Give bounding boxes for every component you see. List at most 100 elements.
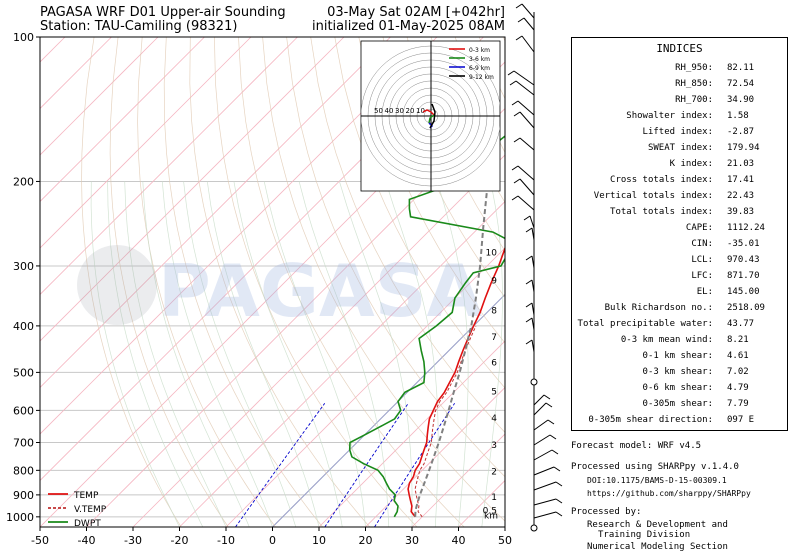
wind-barb [533,402,547,416]
hodograph-trace [428,114,435,124]
isotherm-line [40,37,252,249]
wind-barb-flag [511,100,519,106]
wind-barb [533,449,553,461]
y-tick-label: 800 [13,464,34,477]
moist-adiabat [183,181,297,527]
index-value: 43.77 [727,319,755,329]
isotherm-line [40,37,345,342]
index-label: 0-305m shear direction: [588,415,713,425]
wind-barb-flag [547,419,555,425]
x-tick-label: 10 [312,534,326,547]
wind-barb-flag [525,317,533,323]
wind-barb [517,195,535,211]
moist-adiabat [124,181,227,527]
virtual-temperature-line [414,325,477,518]
index-label: RH_700: [675,95,713,105]
calm-wind-marker [530,378,538,386]
index-row: CIN: -35.01 [572,239,787,255]
index-label: Lifted index: [642,127,713,137]
moist-adiabat [233,181,343,527]
index-row: RH_850: 72.54 [572,79,787,95]
isotherm-line [40,37,159,156]
index-value: 22.43 [727,191,755,201]
processed-using: Processed using SHARPpy v.1.4.0 [571,462,739,472]
wind-barb [531,302,535,316]
wind-barb [533,481,557,491]
wind-barb [533,511,557,519]
moist-adiabat [481,181,503,527]
moist-adiabat [436,181,469,527]
indices-panel: INDICES RH_950: 82.11 RH_850: 72.54 RH_700: 3… [571,37,788,431]
legend-label: DWPT [74,519,101,529]
index-row: LFC: 871.70 [572,271,787,287]
division-line1: Research & Development and [587,520,728,530]
hodograph-ring-label: 50 [374,107,383,115]
height-km-label: 4 [491,414,497,424]
valid-time: 03-May Sat 02AM [+042hr] [327,5,505,20]
index-label: Cross totals index: [610,175,713,185]
dry-adiabat [109,37,229,527]
index-row: LCL: 970.43 [572,255,787,271]
index-row: 0-6 km shear: 4.79 [572,383,787,399]
km-unit-label: km [484,512,498,522]
wind-barb [533,419,549,431]
calm-wind-marker [530,524,538,532]
dry-adiabat [334,37,505,389]
index-label: LCL: [691,255,713,265]
wind-barb-flag [555,511,563,517]
height-km-label: 1 [491,493,497,503]
index-value: 1.58 [727,111,749,121]
index-row: CAPE: 1112.24 [572,223,787,239]
isotherm-line [179,200,505,527]
wind-barb [533,434,551,446]
dry-adiabat [310,37,505,433]
x-tick-label: 0 [269,534,276,547]
y-tick-label: 300 [13,260,34,273]
index-label: RH_950: [675,63,713,73]
y-tick-label: 100 [13,31,34,44]
index-label: 0-3 km mean wind: [620,335,713,345]
index-row: 0-305m shear: 7.79 [572,399,787,415]
index-row: RH_700: 34.90 [572,95,787,111]
index-value: 871.70 [727,271,760,281]
github-link: https://github.com/sharppy/SHARPpy [587,489,751,498]
isotherm-line [318,340,505,527]
x-tick-label: 30 [405,534,419,547]
isotherm-line [40,37,205,203]
height-km-label: 7 [491,333,497,343]
index-value: 4.61 [727,351,749,361]
dry-adiabat [163,37,323,527]
index-row: SWEAT index: 179.94 [572,143,787,159]
temperature-line [407,246,505,518]
index-value: 1112.24 [727,223,765,233]
index-label: K index: [669,159,713,169]
mixing-ratio-line [324,403,409,527]
wind-barb [519,178,535,196]
height-km-label: 0.5 [483,506,497,516]
wind-barb [515,80,535,96]
wind-barb [521,3,535,19]
wind-barb [517,100,535,116]
wind-barb-flag [549,434,557,440]
isotherm-line [40,37,391,389]
isotherm-line [40,37,298,296]
wind-barb-flag [543,394,551,400]
wind-barb [519,111,535,129]
wind-barb-flag [525,255,533,261]
dry-adiabat [358,37,505,344]
hodograph-legend-label: 3-6 km [469,56,490,63]
init-time: initialized 01-May-2025 08AM [311,19,505,34]
index-row: Total precipitable water: 43.77 [572,319,787,335]
index-label: 0-3 km shear: [642,367,713,377]
moist-adiabat [206,181,320,527]
index-label: Vertical totals index: [593,191,713,201]
index-value: 17.41 [727,175,755,185]
wind-barb-flag [517,17,525,23]
height-km-label: 2 [491,467,497,477]
moist-adiabat [263,181,366,527]
index-row: 0-3 km shear: 7.02 [572,367,787,383]
y-tick-label: 500 [13,366,34,379]
dry-adiabat [189,37,371,527]
wind-barb [513,70,535,86]
isotherm-line [365,386,505,527]
